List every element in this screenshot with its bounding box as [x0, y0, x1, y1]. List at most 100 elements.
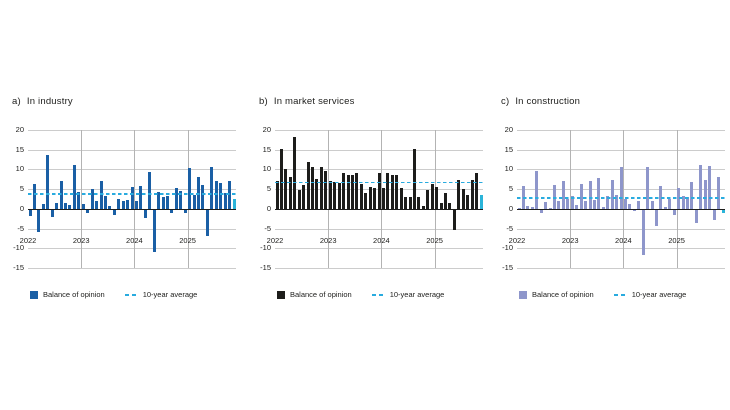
gridline: [28, 248, 236, 250]
bar: [364, 193, 368, 209]
x-tick-label: 2024: [373, 236, 390, 245]
balance-swatch-icon: [277, 290, 285, 299]
legend: Balance of opinion 10-year average: [519, 290, 686, 299]
legend-item-balance: Balance of opinion: [277, 290, 352, 299]
chart-title: c) In construction: [501, 96, 580, 107]
legend-item-balance: Balance of opinion: [30, 290, 105, 299]
gridline: [517, 149, 725, 151]
legend-item-balance: Balance of opinion: [519, 290, 594, 299]
bar: [59, 181, 63, 209]
gridline: [275, 169, 483, 171]
bar: [430, 184, 434, 209]
ten-year-average-line: [28, 193, 236, 195]
chart-panel-industry: a) In industry 20 15 10 5 0 -5 -10 -15 Balance o…: [0, 96, 240, 326]
y-tick-label: 0: [508, 203, 513, 213]
bar: [601, 207, 605, 209]
y-tick-label: -5: [264, 223, 271, 233]
year-gridline: [328, 130, 330, 268]
bar: [297, 189, 301, 209]
bar: [333, 182, 337, 209]
bar: [280, 148, 284, 209]
bar: [712, 209, 716, 221]
bar: [426, 190, 430, 209]
x-tick-label: 2022: [19, 236, 37, 245]
year-gridline: [134, 130, 136, 268]
bar: [86, 209, 90, 213]
bar: [350, 174, 354, 209]
bar: [539, 209, 543, 214]
bar: [77, 191, 81, 209]
bar: [615, 194, 619, 209]
gridline: [517, 268, 725, 269]
bar: [223, 193, 227, 209]
bar: [359, 184, 363, 209]
bar: [311, 167, 315, 209]
bar: [183, 209, 187, 214]
bar: [708, 166, 712, 209]
gridline: [275, 228, 483, 230]
bar: [72, 165, 76, 209]
chart-label: a): [12, 96, 21, 107]
gridline: [517, 248, 725, 250]
legend: Balance of opinion 10-year average: [30, 290, 197, 299]
bar: [386, 172, 390, 209]
y-tick-label: -5: [17, 223, 24, 233]
x-tick-label: 2023: [319, 236, 337, 245]
chart-title-text: In industry: [26, 96, 73, 107]
bar: [646, 167, 650, 209]
bar: [103, 195, 107, 209]
bar: [623, 199, 627, 209]
bar: [179, 191, 183, 209]
bar: [95, 201, 99, 209]
bar: [355, 173, 359, 209]
bar: [548, 207, 552, 209]
bar: [288, 176, 292, 209]
bar: [37, 209, 41, 232]
y-tick-label: 10: [504, 164, 513, 174]
bar: [302, 185, 306, 209]
bar: [126, 199, 130, 209]
bar: [174, 187, 178, 209]
bar: [421, 206, 425, 209]
bar: [205, 209, 209, 237]
bar: [201, 185, 205, 209]
bar: [672, 209, 676, 215]
bar: [99, 181, 103, 209]
bar: [117, 198, 121, 209]
bar: [210, 166, 214, 209]
bar: [161, 197, 165, 209]
bar: [597, 178, 601, 209]
bar-latest: [232, 199, 236, 209]
y-tick-label: -5: [506, 223, 513, 233]
bar: [112, 209, 116, 215]
gridline: [517, 228, 725, 230]
bar-latest: [721, 209, 725, 213]
bar: [561, 181, 565, 209]
bar: [404, 197, 408, 209]
y-tick-label: 20: [262, 125, 271, 134]
bar: [408, 197, 412, 209]
year-gridline: [434, 130, 436, 268]
legend-balance-label: Balance of opinion: [532, 290, 594, 299]
legend-item-average: 10-year average: [613, 290, 686, 299]
y-tick-label: -10: [260, 243, 271, 253]
bar: [33, 184, 37, 209]
bar: [228, 181, 232, 209]
bar: [64, 202, 68, 209]
chart-label: b): [259, 96, 268, 107]
bar: [575, 204, 579, 209]
bar: [444, 193, 448, 209]
bar: [553, 184, 557, 209]
bar: [655, 209, 659, 226]
bar: [41, 204, 45, 209]
bar: [148, 172, 152, 209]
year-gridline: [676, 130, 678, 268]
bar: [517, 207, 521, 209]
y-tick-label: 5: [508, 184, 513, 194]
bar: [315, 179, 319, 209]
gridline: [275, 248, 483, 250]
bar: [717, 177, 721, 209]
bar: [90, 189, 94, 209]
bar: [319, 166, 323, 209]
